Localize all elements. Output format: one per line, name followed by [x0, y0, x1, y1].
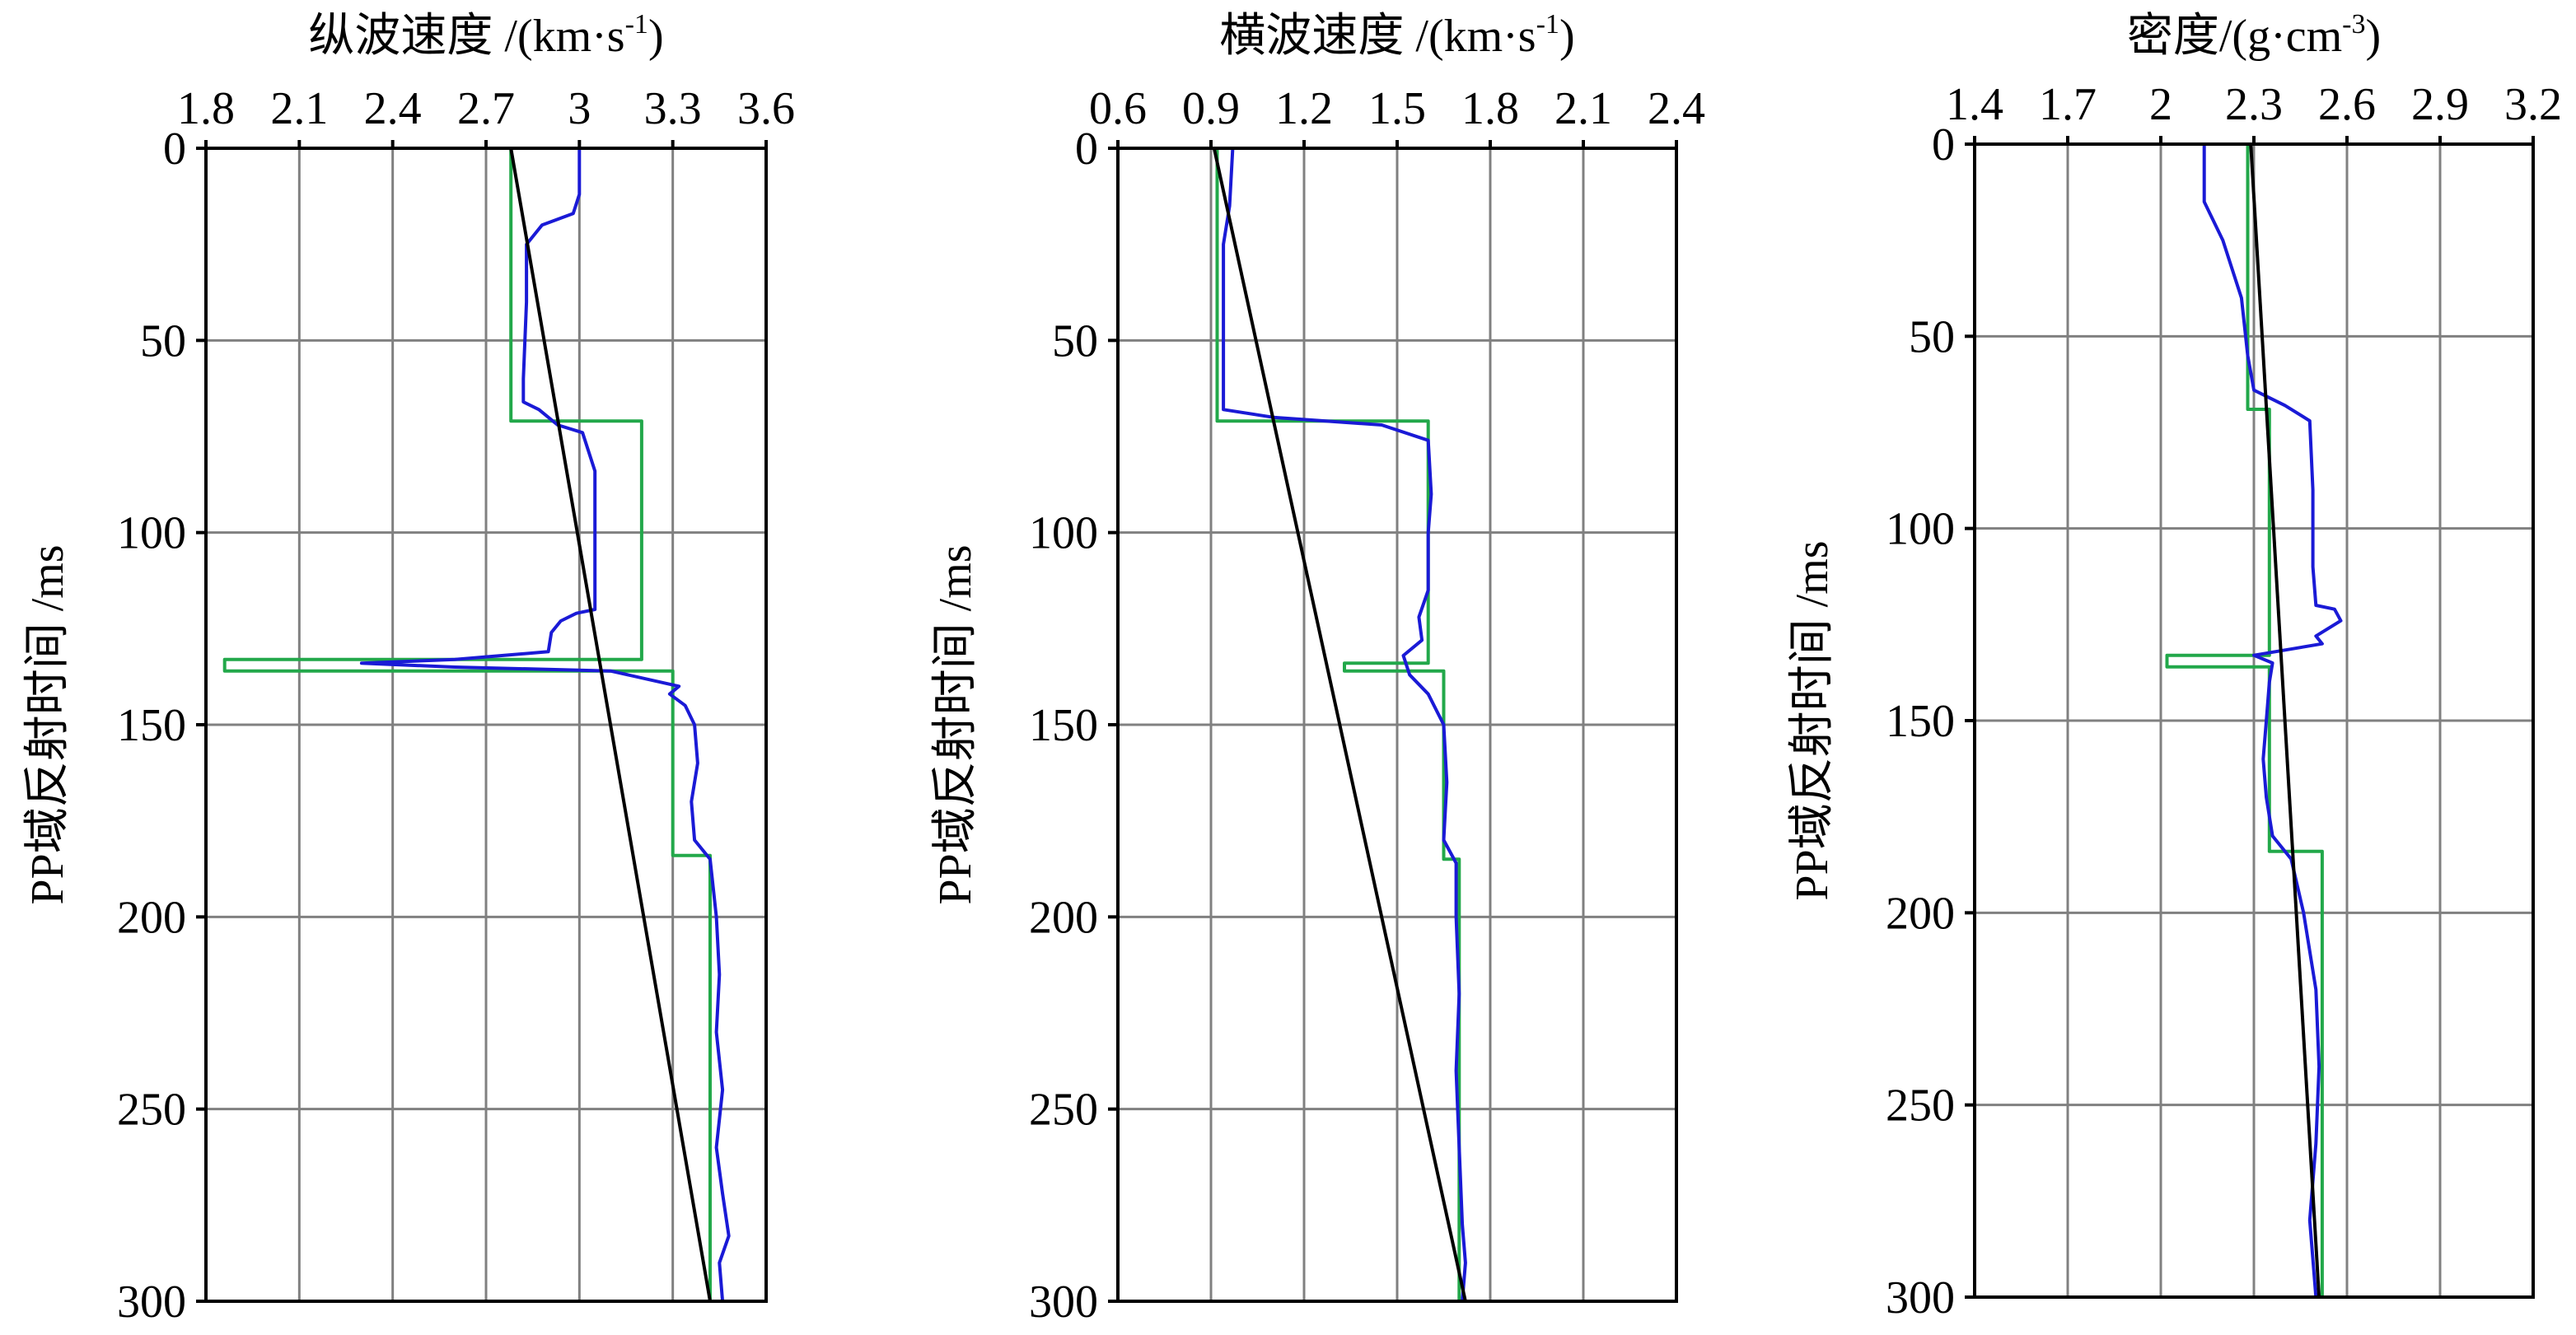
y-tick-label: 300: [117, 1277, 186, 1328]
y-tick-label: 150: [1886, 696, 1955, 747]
x-tick-label: 2.6: [2318, 79, 2376, 130]
panel-title: 密度/(g·cm-3): [2127, 9, 2381, 62]
x-tick-label: 2.3: [2225, 79, 2283, 130]
y-axis-label: PP域反射时间 /ms: [930, 544, 981, 904]
x-tick-label: 0.9: [1182, 83, 1240, 134]
y-axis-label: PP域反射时间 /ms: [1787, 540, 1838, 900]
y-tick-label: 50: [1909, 311, 1955, 362]
panel-2: 0.6 0.9 1.2 1.5 1.8 2.1 2.4 0 50 100 150 200 250 300 横…: [930, 9, 1705, 1328]
x-tick-label: 0.6: [1089, 83, 1147, 134]
panel-title: 横波速度 /(km·s-1): [1219, 9, 1574, 62]
x-tick-label: 1.7: [2039, 79, 2097, 130]
y-axis-label: PP域反射时间 /ms: [22, 544, 73, 904]
y-tick-label: 300: [1029, 1277, 1098, 1328]
y-tick-label: 50: [140, 315, 186, 366]
x-tick-label: 2.4: [364, 83, 422, 134]
series-trend-line: [509, 147, 712, 1302]
series-blocky-line: [2165, 144, 2324, 1297]
y-tick-label: 100: [1886, 504, 1955, 555]
panels-group: 1.8 2.1 2.4 2.7 3 3.3 3.6050100150200250300纵波速…: [22, 9, 2562, 1328]
y-tick-label: 200: [1886, 888, 1955, 939]
y-tick-label: 300: [1886, 1272, 1955, 1323]
y-tick-label: 100: [117, 508, 186, 559]
series-trend-line: [1212, 147, 1467, 1302]
x-tick-label: 3: [568, 83, 591, 134]
y-tick-label: 50: [1052, 315, 1098, 366]
x-tick-label: 3.2: [2504, 79, 2562, 130]
x-tick-label: 2.9: [2411, 79, 2469, 130]
series-measured-line: [1222, 147, 1467, 1302]
y-tick-label: 250: [1029, 1085, 1098, 1136]
x-tick-label: 2.1: [270, 83, 328, 134]
x-tick-label: 3.3: [644, 83, 702, 134]
x-tick-label: 2: [2149, 79, 2172, 130]
series-measured-line: [2202, 144, 2343, 1298]
x-tick-label: 1.2: [1275, 83, 1333, 134]
y-tick-label: 0: [1932, 119, 1955, 170]
y-tick-label: 250: [1886, 1081, 1955, 1132]
x-tick-label: 1.5: [1368, 83, 1426, 134]
y-tick-label: 250: [117, 1085, 186, 1136]
y-tick-label: 150: [117, 700, 186, 751]
x-tick-label: 2.4: [1648, 83, 1705, 134]
y-tick-label: 0: [163, 124, 186, 175]
y-tick-label: 150: [1029, 700, 1098, 751]
series-trend-line: [2249, 143, 2321, 1298]
y-tick-label: 100: [1029, 508, 1098, 559]
y-tick-label: 0: [1075, 124, 1098, 175]
x-tick-label: 3.6: [737, 83, 795, 134]
y-tick-label: 200: [1029, 892, 1098, 943]
series-blocky-line: [222, 148, 712, 1301]
x-tick-label: 1.4: [1946, 79, 2003, 130]
x-tick-label: 2.1: [1554, 83, 1612, 134]
panel-1: 1.8 2.1 2.4 2.7 3 3.3 3.6 0 50 100 150 200 250 300 纵波速…: [22, 9, 795, 1328]
x-tick-label: 1.8: [1461, 83, 1519, 134]
panel-3: 1.4 1.7 2 2.3 2.6 2.9 3.2 0 50 100 150 200 250 300 密度/…: [1787, 9, 2562, 1323]
x-tick-label: 1.8: [177, 83, 235, 134]
x-tick-label: 2.7: [457, 83, 515, 134]
series-measured-line: [359, 148, 731, 1302]
panel-title: 纵波速度 /(km·s-1): [308, 9, 663, 62]
y-tick-label: 200: [117, 892, 186, 943]
